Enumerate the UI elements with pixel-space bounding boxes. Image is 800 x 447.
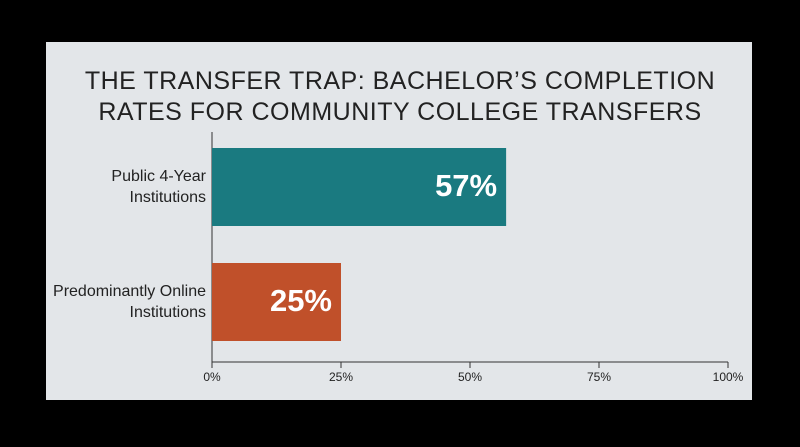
chart-title: THE TRANSFER TRAP: BACHELOR’S COMPLETION…	[84, 67, 716, 126]
x-tick-label: 0%	[203, 370, 221, 384]
bar	[212, 148, 507, 226]
x-tick-label: 100%	[713, 370, 744, 384]
category-label: Public 4-Year Institutions	[111, 168, 206, 206]
x-tick-label: 50%	[458, 370, 482, 384]
bar	[212, 263, 341, 341]
category-label: Predominantly Online Institutions	[53, 283, 206, 321]
value-label: 57%	[435, 168, 497, 203]
x-tick-label: 25%	[329, 370, 353, 384]
x-tick-label: 75%	[587, 370, 611, 384]
value-label: 25%	[270, 283, 332, 318]
